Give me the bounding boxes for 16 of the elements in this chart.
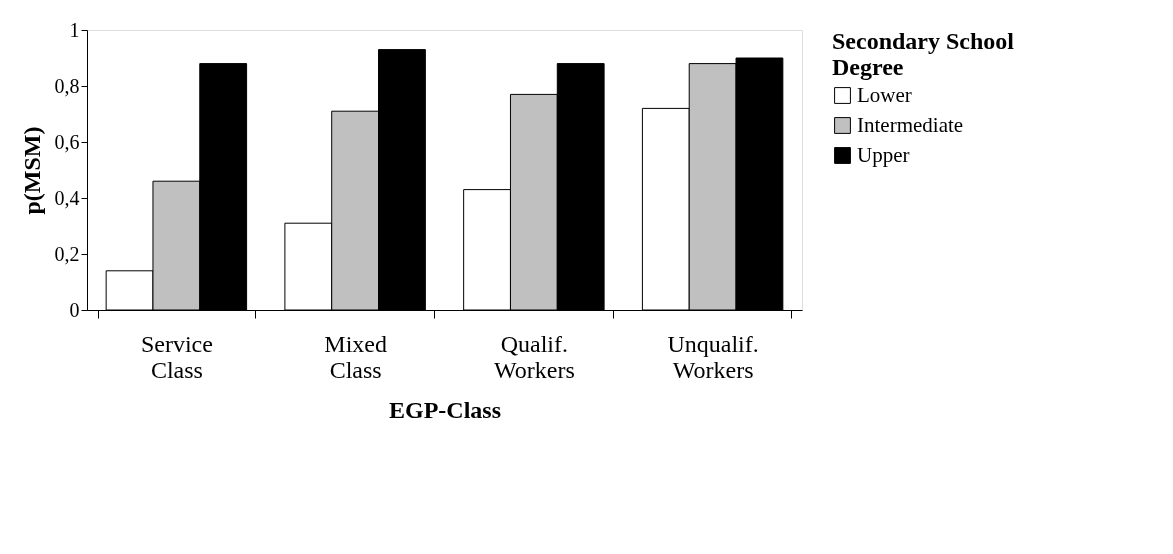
y-tick-label: 1 [69, 18, 80, 41]
x-tick-label: Unqualif. Workers [667, 330, 759, 383]
x-tick-label: Mixed Class [324, 330, 387, 383]
x-tick-label: Qualif. Workers [494, 330, 575, 383]
y-tick-label: 0 [69, 298, 80, 321]
y-axis-title: p(MSM) [18, 126, 45, 215]
legend-label: Upper [857, 142, 910, 167]
x-tick-label: Service Class [140, 330, 213, 383]
legend-label: Intermediate [857, 112, 964, 137]
y-tick-label: 0,4 [54, 186, 80, 209]
y-tick-label: 0,2 [54, 242, 80, 265]
y-tick-label: 0,8 [54, 74, 80, 97]
x-axis-title: EGP-Class [388, 396, 502, 423]
legend-title: Secondary School Degree [832, 28, 1015, 80]
legend-label: Lower [857, 82, 912, 107]
y-tick-label: 0,6 [54, 130, 80, 153]
